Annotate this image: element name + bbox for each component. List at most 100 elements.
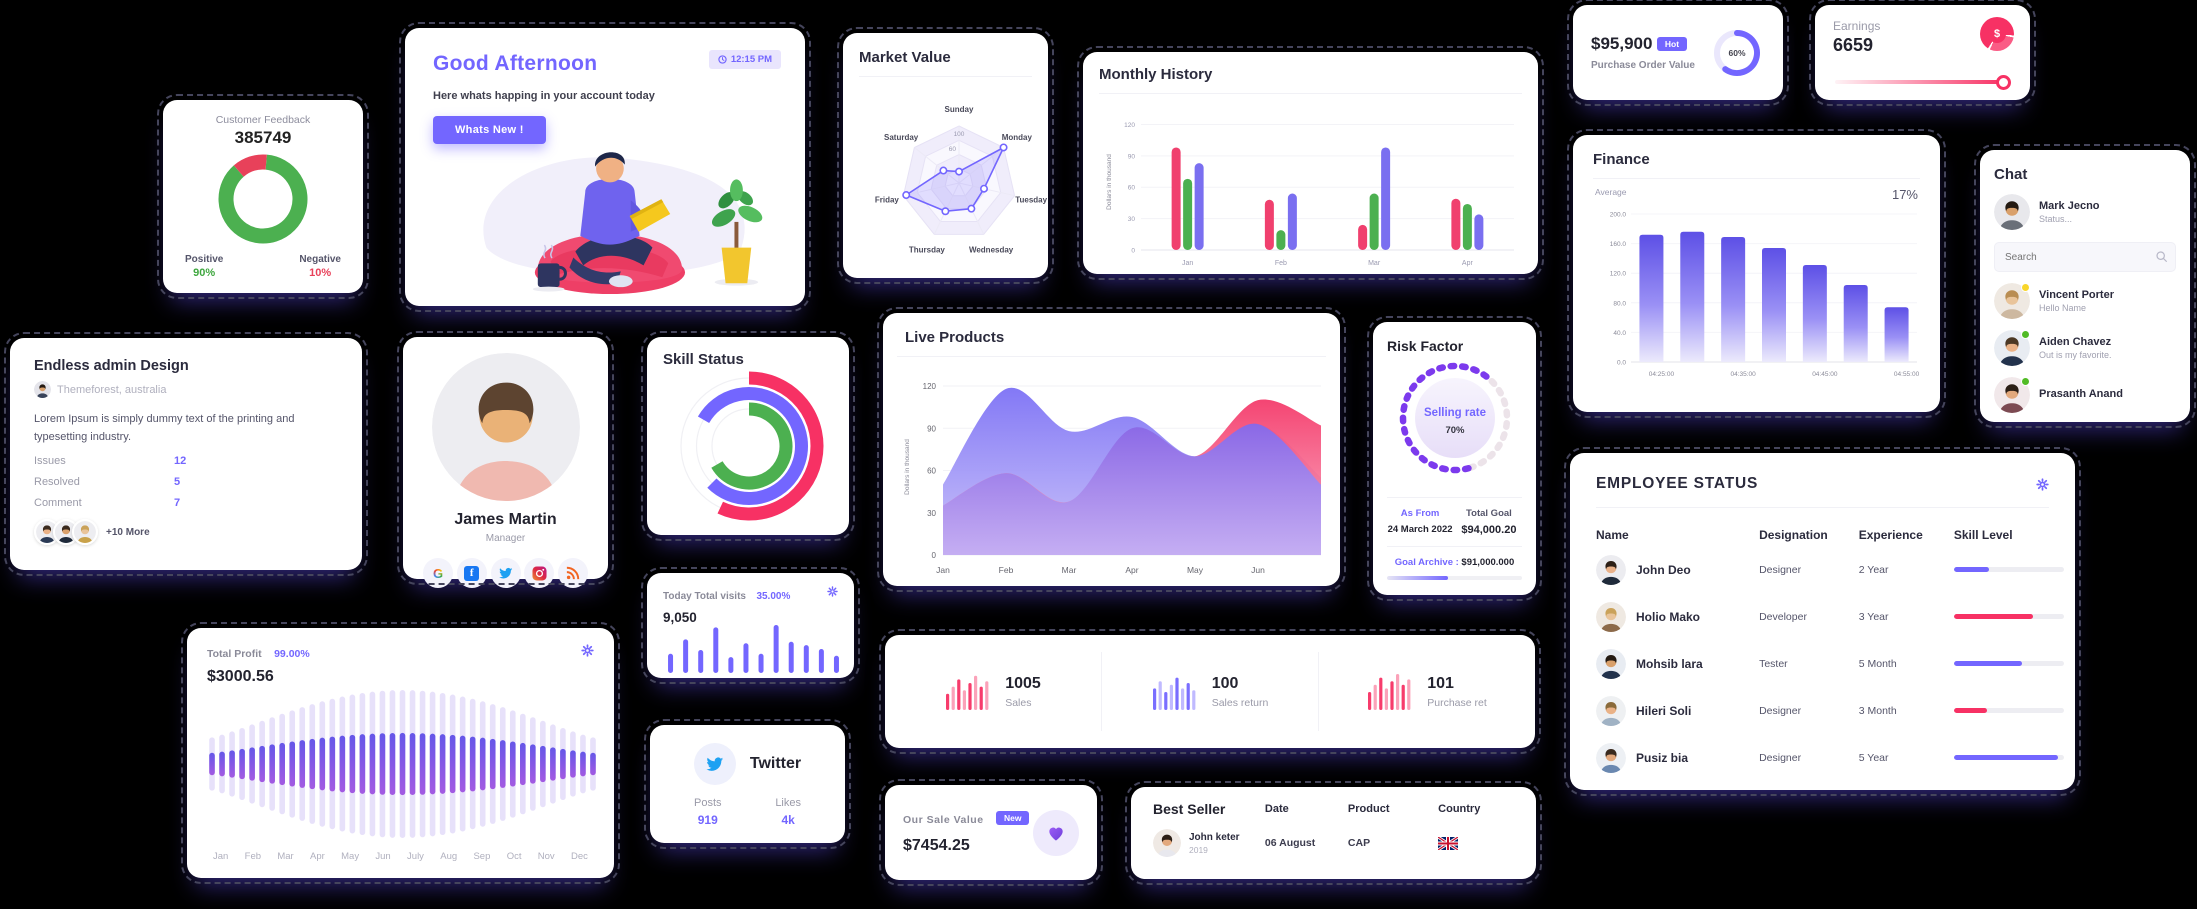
employee-name: Pusiz bia [1636, 750, 1689, 765]
gear-icon[interactable] [581, 644, 594, 662]
uk-flag-icon [1437, 835, 1514, 851]
gear-icon[interactable] [827, 586, 838, 597]
svg-text:04:55:00: 04:55:00 [1894, 371, 1920, 378]
likes-value: 4k [781, 813, 795, 827]
avatar [1596, 554, 1626, 585]
svg-text:Feb: Feb [999, 565, 1014, 575]
employee-name: John Deo [1636, 562, 1691, 577]
month-label: May [341, 851, 360, 862]
contact-name: Vincent Porter [2039, 289, 2114, 301]
employee-table-body: John Deo Designer 2 Year Holio Mako Develope… [1596, 546, 2064, 781]
svg-text:90: 90 [927, 424, 936, 433]
employee-row[interactable]: Holio Mako Developer 3 Year [1596, 593, 2064, 640]
presence-dot [2021, 283, 2030, 292]
today-visits-value: 9,050 [663, 610, 697, 625]
live-products-area-chart: 0 30 60 90 120 Dollars in thousand Jan Feb Mar Ap… [897, 363, 1326, 594]
time-badge: 12:15 PM [708, 50, 781, 69]
project-card: Endless admin Design Themeforest, austra… [4, 332, 368, 576]
month-label: July [407, 851, 424, 862]
svg-text:200.0: 200.0 [1610, 212, 1627, 219]
employee-designation: Tester [1759, 657, 1788, 670]
sale-value-card: Our Sale Value New $7454.25 [879, 779, 1103, 886]
svg-text:Tuesday: Tuesday [1015, 195, 1047, 204]
employee-name: Holio Mako [1636, 609, 1701, 624]
total-goal-value: $94,000.20 [1461, 524, 1517, 536]
sale-value-amount: $7454.25 [903, 837, 970, 854]
finance-card: Finance Average 17% 0.0 40.0 80.0 120.0 160.… [1567, 129, 1946, 418]
stat-label: Comment [34, 497, 82, 510]
avatar [1994, 283, 2030, 319]
heart-icon[interactable] [1033, 809, 1079, 856]
project-title: Endless admin Design [34, 358, 189, 374]
svg-text:Thursday: Thursday [909, 246, 946, 255]
facebook-icon[interactable]: f [456, 558, 487, 588]
greeting-card: Good Afternoon 12:15 PM Here whats happi… [399, 22, 811, 312]
employee-status-title: EMPLOYEE STATUS [1596, 475, 1759, 492]
employee-experience: 3 Year [1858, 610, 1889, 623]
svg-text:60: 60 [1128, 185, 1136, 192]
svg-text:30: 30 [927, 509, 936, 518]
skill-level-bar [1953, 661, 2064, 666]
month-label: Sep [473, 851, 491, 862]
earnings-slider[interactable] [1835, 75, 2011, 90]
google-icon[interactable]: G [423, 558, 453, 588]
avatar [1994, 194, 2030, 230]
employee-row[interactable]: Pusiz bia Designer 5 Year [1596, 734, 2064, 781]
best-seller-card: Best Seller Date Product Country John kete… [1125, 781, 1542, 885]
svg-text:120: 120 [923, 382, 937, 391]
earnings-slider-handle[interactable] [1996, 75, 2011, 90]
positive-value: 90% [193, 267, 216, 279]
employee-row[interactable]: Mohsib lara Tester 5 Month [1596, 640, 2064, 687]
negative-value: 10% [309, 267, 332, 279]
skill-level-bar [1953, 708, 2064, 713]
chat-me-status: Status... [2039, 214, 2073, 224]
seller-name: John keter [1189, 831, 1240, 843]
employee-status-card: EMPLOYEE STATUS Name Designation Experienc… [1564, 447, 2081, 796]
best-seller-row[interactable]: John keter 2019 06 August CAP [1153, 829, 1514, 857]
finance-bar-chart: 0.0 40.0 80.0 120.0 160.0 200.0 04:25:00 04:35:… [1593, 202, 1920, 399]
chat-me-row: Mark Jecno Status... [1994, 194, 2176, 230]
chat-contact[interactable]: Aiden Chavez Out is my favorite. [1994, 330, 2176, 366]
employee-designation: Developer [1759, 610, 1807, 623]
column-header: Skill Level [1953, 528, 2013, 542]
skill-level-bar [1953, 755, 2064, 760]
skill-status-title: Skill Status [663, 351, 744, 368]
stat-value: 1005 [1005, 674, 1041, 692]
twitter-icon[interactable] [490, 558, 521, 588]
svg-text:120: 120 [1124, 122, 1135, 129]
svg-text:Saturday: Saturday [884, 133, 919, 142]
rss-icon[interactable] [558, 558, 588, 588]
month-label: Apr [310, 851, 325, 862]
customer-feedback-title: Customer Feedback [215, 114, 311, 126]
mini-bar-chart [1152, 672, 1198, 712]
skill-level-bar [1953, 614, 2064, 619]
project-stat-row: Issues 12 [34, 455, 338, 467]
svg-text:120.0: 120.0 [1610, 271, 1627, 278]
employee-row[interactable]: Hileri Soli Designer 3 Month [1596, 687, 2064, 734]
project-more-label[interactable]: +10 More [106, 526, 150, 538]
whats-new-button[interactable]: Whats New ! [433, 116, 546, 144]
posts-label: Posts [694, 797, 722, 809]
chat-search-input[interactable] [1994, 242, 2176, 272]
avatar [1596, 601, 1626, 632]
stat-label: Resolved [34, 476, 80, 489]
chat-contact[interactable]: Prasanth Anand [1994, 377, 2176, 413]
svg-text:0: 0 [932, 551, 937, 560]
chat-contact[interactable]: Vincent Porter Hello Name [1994, 283, 2176, 319]
chat-title: Chat [1994, 166, 2028, 183]
sales-stats-card: 1005 Sales 100 Sales return 101 Purchase ret [879, 629, 1541, 754]
monthly-history-card: Monthly History 0 30 60 90 120 Dollars in tho… [1077, 46, 1544, 280]
svg-text:100: 100 [954, 131, 965, 138]
employee-row[interactable]: John Deo Designer 2 Year [1596, 546, 2064, 593]
svg-text:04:25:00: 04:25:00 [1649, 371, 1675, 378]
skill-status-radial-chart [663, 364, 833, 527]
employee-table-header: Name Designation Experience Skill Level [1596, 514, 2049, 546]
customer-feedback-value: 385749 [234, 128, 292, 147]
total-profit-percent: 99.00% [274, 648, 310, 660]
instagram-icon[interactable] [524, 558, 555, 588]
gear-icon[interactable] [2036, 477, 2049, 491]
finance-title: Finance [1593, 151, 1650, 168]
month-label: Oct [506, 851, 522, 862]
svg-text:60: 60 [927, 467, 936, 476]
svg-text:Friday: Friday [875, 195, 900, 204]
